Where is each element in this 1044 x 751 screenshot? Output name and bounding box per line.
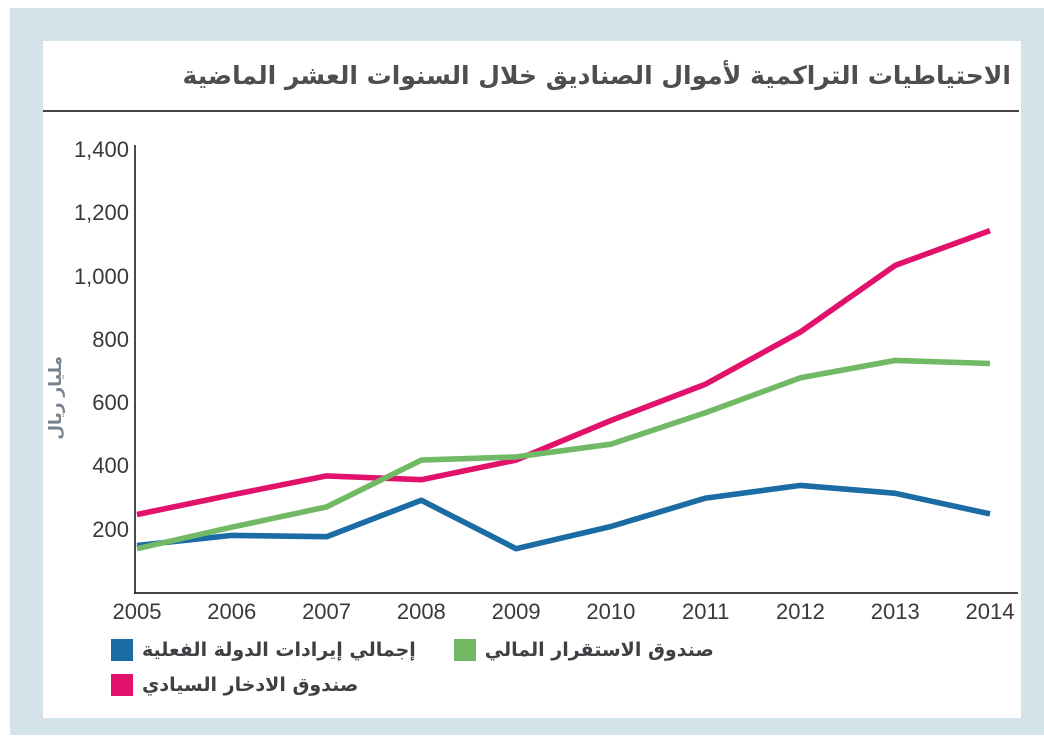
x-tick-label: 2014 xyxy=(965,599,1015,624)
chart-plot-area: 200 400 600 800 1,000 1,200 1,400 2005 2006 2007… xyxy=(43,41,1021,718)
y-tick-label: 200 xyxy=(92,516,129,542)
legend-label: إجمالي إيرادات الدولة الفعلية xyxy=(142,639,416,661)
x-tick-label: 2008 xyxy=(396,599,446,624)
x-tick-label: 2011 xyxy=(682,599,730,624)
y-tick-label: 1,400 xyxy=(73,136,129,162)
y-tick-label: 600 xyxy=(92,390,129,416)
page-panel: الاحتياطيات التراكمية لأموال الصناديق خل… xyxy=(10,8,1044,735)
legend-item: صندوق الادخار السيادي xyxy=(111,673,358,697)
legend-label: صندوق الادخار السيادي xyxy=(142,674,359,696)
legend-swatch xyxy=(111,674,133,696)
y-tick-label: 1,000 xyxy=(73,263,129,289)
line-chart xyxy=(134,145,1018,594)
legend-row: صندوق الادخار السيادي xyxy=(111,673,991,697)
legend-row: إجمالي إيرادات الدولة الفعلية صندوق الاست… xyxy=(111,638,991,662)
chart-title: الاحتياطيات التراكمية لأموال الصناديق خل… xyxy=(182,61,1011,90)
legend-swatch xyxy=(453,639,476,661)
chart-card: الاحتياطيات التراكمية لأموال الصناديق خل… xyxy=(43,41,1021,718)
y-tick-label: 800 xyxy=(92,326,129,352)
x-tick-label: 2012 xyxy=(775,599,825,624)
title-divider xyxy=(43,110,1019,112)
y-axis-unit-label: مليار ريال xyxy=(46,356,66,440)
y-tick-label: 1,200 xyxy=(73,200,129,226)
legend-swatch xyxy=(111,639,133,661)
x-tick-label: 2009 xyxy=(491,599,541,624)
y-tick-label: 400 xyxy=(92,453,129,479)
line-series-1 xyxy=(136,357,991,552)
chart-legend: إجمالي إيرادات الدولة الفعلية صندوق الاست… xyxy=(111,638,991,708)
legend-label: صندوق الاستقرار المالي xyxy=(484,639,714,661)
x-tick-label: 2013 xyxy=(870,599,920,624)
line-series-0 xyxy=(136,482,991,552)
legend-item: إجمالي إيرادات الدولة الفعلية xyxy=(111,638,416,662)
legend-item: صندوق الاستقرار المالي xyxy=(453,638,714,662)
line-series-2 xyxy=(136,227,991,518)
x-tick-label: 2005 xyxy=(112,599,162,624)
x-tick-label: 2006 xyxy=(207,599,257,624)
x-tick-label: 2007 xyxy=(302,599,352,624)
x-tick-label: 2010 xyxy=(586,599,636,624)
